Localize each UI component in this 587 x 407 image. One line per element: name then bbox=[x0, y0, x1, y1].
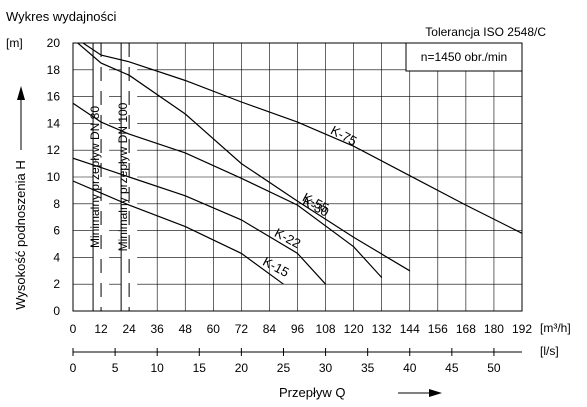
plot-frame bbox=[72, 42, 523, 312]
curve-k-75 bbox=[81, 43, 522, 234]
chart-title: Wykres wydajności bbox=[6, 9, 117, 24]
x-axis-ticks-ls: 0 5 10 15 20 25 30 35 40 45 50 bbox=[70, 348, 501, 375]
x-tick-label-m3h: 96 bbox=[291, 322, 305, 336]
x-tick-label-m3h: 132 bbox=[372, 322, 392, 336]
x-axis-arrow bbox=[398, 389, 442, 397]
y-tick-label: 2 bbox=[53, 277, 60, 291]
x-tick-label-ls: 25 bbox=[277, 361, 291, 375]
x-tick-label-ls: 30 bbox=[319, 361, 333, 375]
pump-curves bbox=[73, 43, 522, 285]
x-tick-label-m3h: 36 bbox=[151, 322, 165, 336]
curve-k-15 bbox=[73, 180, 284, 285]
y-tick-label: 4 bbox=[53, 250, 60, 264]
curve-label-k-30: K-30 bbox=[300, 194, 331, 220]
x-tick-label-ls: 20 bbox=[235, 361, 249, 375]
y-axis-arrow bbox=[17, 86, 25, 150]
x-tick-label-ls: 35 bbox=[361, 361, 375, 375]
y-tick-label: 6 bbox=[53, 224, 60, 238]
y-tick-label: 12 bbox=[47, 143, 61, 157]
speed-label: n=1450 obr./min bbox=[421, 50, 507, 64]
x-tick-label-ls: 15 bbox=[193, 361, 207, 375]
x-tick-label-m3h: 12 bbox=[94, 322, 108, 336]
x-tick-label-ls: 45 bbox=[445, 361, 459, 375]
y-axis-ticks: 0 2 4 6 8 10 12 14 16 18 20 bbox=[47, 36, 61, 318]
y-tick-label: 18 bbox=[47, 63, 61, 77]
y-axis-title: Wysokość podnoszenia H bbox=[13, 160, 28, 309]
y-tick-label: 10 bbox=[47, 170, 61, 184]
tolerance-label: Tolerancja ISO 2548/C bbox=[425, 25, 546, 39]
curve-k-55 bbox=[76, 43, 411, 272]
x-tick-label-ls: 0 bbox=[70, 361, 77, 375]
x-tick-label-ls: 50 bbox=[487, 361, 501, 375]
x-tick-label-ls: 10 bbox=[151, 361, 165, 375]
min-flow-label: Minimalny przepływ DN 100 bbox=[116, 102, 130, 251]
y-tick-label: 20 bbox=[47, 36, 61, 50]
x-tick-label-ls: 5 bbox=[112, 361, 119, 375]
curve-k-22 bbox=[73, 157, 327, 285]
y-tick-label: 0 bbox=[53, 304, 60, 318]
x-tick-label-m3h: 0 bbox=[70, 322, 77, 336]
x-axis-title: Przepływ Q bbox=[279, 385, 345, 400]
x-tick-label-m3h: 60 bbox=[207, 322, 221, 336]
y-tick-label: 16 bbox=[47, 90, 61, 104]
y-unit-label: [m] bbox=[6, 36, 23, 50]
y-tick-label: 14 bbox=[47, 116, 61, 130]
x-tick-label-m3h: 180 bbox=[484, 322, 504, 336]
x-tick-label-m3h: 192 bbox=[512, 322, 532, 336]
x-unit-m3h: [m³/h] bbox=[540, 321, 571, 335]
x-unit-ls: [l/s] bbox=[540, 344, 559, 358]
x-tick-label-m3h: 72 bbox=[235, 322, 249, 336]
curve-labels: K-75K-55K-30K-22K-15 bbox=[260, 123, 359, 280]
x-tick-label-m3h: 156 bbox=[428, 322, 448, 336]
x-tick-label-m3h: 168 bbox=[456, 322, 476, 336]
x-tick-label-m3h: 120 bbox=[344, 322, 364, 336]
x-tick-label-m3h: 84 bbox=[263, 322, 277, 336]
speed-label-box bbox=[405, 42, 523, 72]
x-tick-label-m3h: 24 bbox=[122, 322, 136, 336]
min-flow-label: Minimalny przepływ DN 80 bbox=[88, 106, 102, 248]
curve-k-30 bbox=[73, 102, 383, 278]
x-axis-ticks-m3h: 0 12 24 36 48 60 72 84 96 108 120 132 144 156 168 180 19… bbox=[70, 322, 533, 336]
y-tick-label: 8 bbox=[53, 197, 60, 211]
curve-label-k-75: K-75 bbox=[328, 123, 359, 149]
x-tick-label-m3h: 108 bbox=[316, 322, 336, 336]
x-tick-label-ls: 40 bbox=[403, 361, 417, 375]
x-tick-label-m3h: 144 bbox=[400, 322, 420, 336]
x-tick-label-m3h: 48 bbox=[179, 322, 193, 336]
